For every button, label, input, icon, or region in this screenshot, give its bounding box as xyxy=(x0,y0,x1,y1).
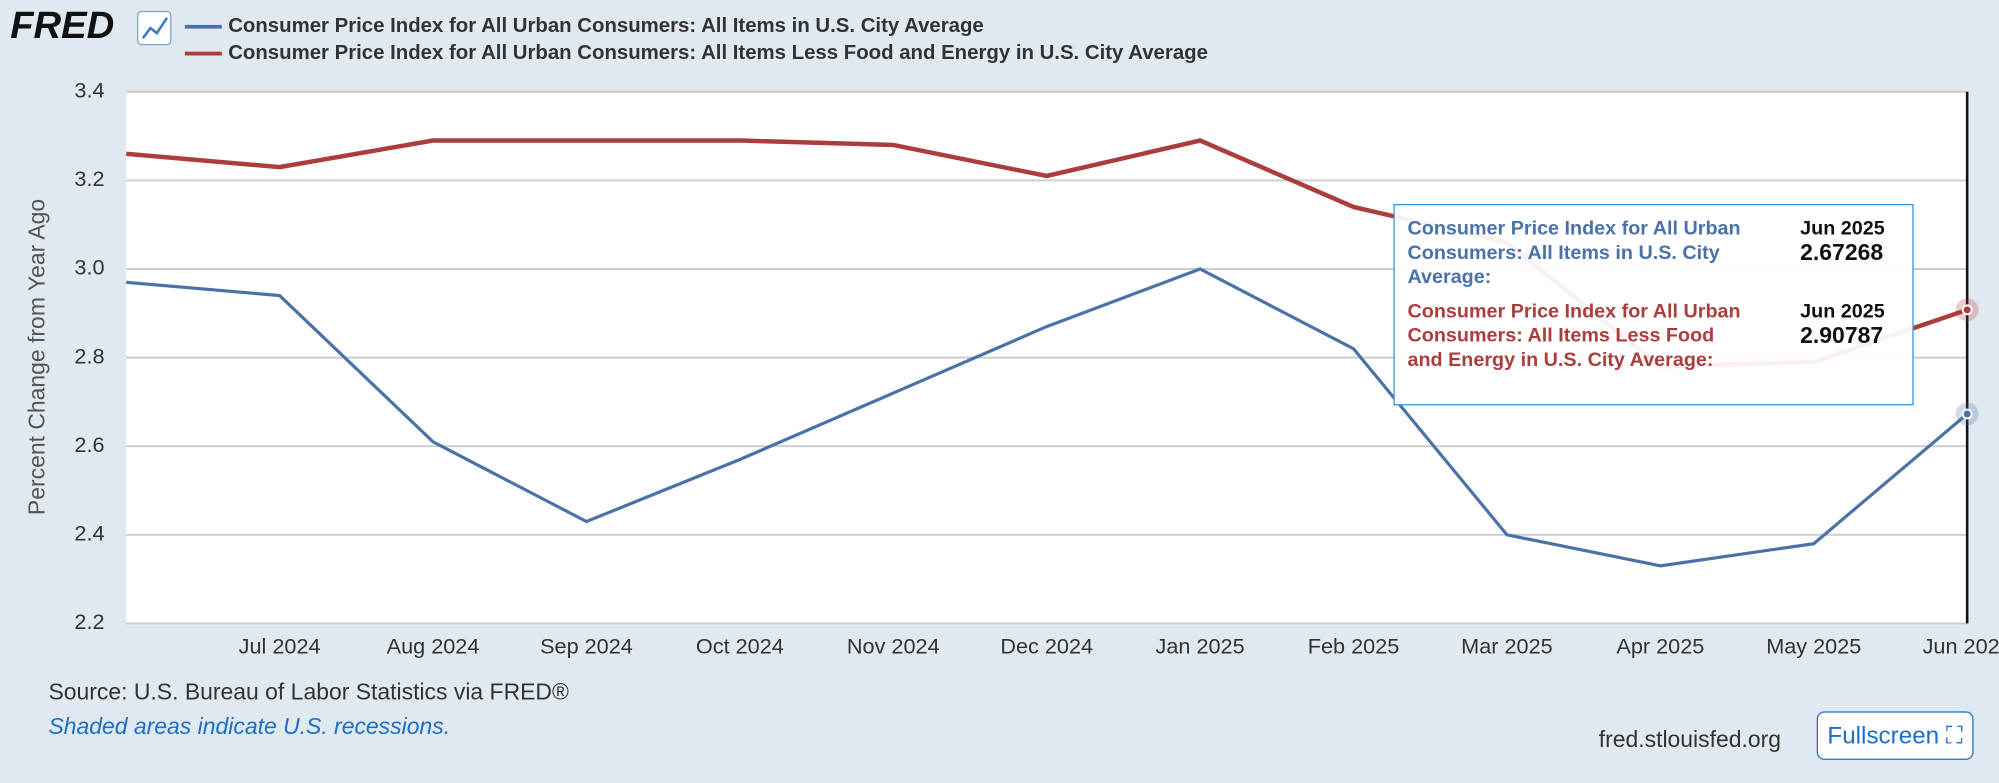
series-line xyxy=(126,267,1969,568)
legend-label: Consumer Price Index for All Urban Consu… xyxy=(228,42,1208,64)
x-tick-label: Mar 2025 xyxy=(1461,633,1553,658)
tooltip: Consumer Price Index for All Urban Consu… xyxy=(1393,203,1914,406)
x-tick-label: Dec 2024 xyxy=(1000,633,1093,658)
y-tick-label: 2.2 xyxy=(74,609,104,634)
hover-point xyxy=(1961,304,1973,316)
y-tick-label: 3.2 xyxy=(74,166,104,191)
fullscreen-button[interactable]: Fullscreen ⛶ xyxy=(1816,711,1974,760)
y-tick-label: 3.4 xyxy=(74,78,104,103)
x-tick-label: May 2025 xyxy=(1766,633,1861,658)
x-tick-label: Aug 2024 xyxy=(387,633,480,658)
y-tick-label: 2.8 xyxy=(74,343,104,368)
logo: FRED xyxy=(10,4,114,47)
y-tick-label: 2.4 xyxy=(74,521,104,546)
tooltip-values: Jun 2025 2.67268 xyxy=(1800,217,1902,290)
x-tick-label: Nov 2024 xyxy=(847,633,940,658)
tooltip-label: Consumer Price Index for All Urban Consu… xyxy=(1407,300,1741,371)
logo-icon-line xyxy=(141,17,169,40)
legend-label: Consumer Price Index for All Urban Consu… xyxy=(228,15,984,37)
x-tick-label: Jul 2024 xyxy=(239,633,321,658)
recession-note: Shaded areas indicate U.S. recessions. xyxy=(48,713,450,739)
tooltip-value: 2.67268 xyxy=(1800,239,1884,266)
y-tick-label: 3.0 xyxy=(74,255,104,280)
button-label[interactable]: Fullscreen xyxy=(1827,722,1940,750)
x-tick-label: Sep 2024 xyxy=(540,633,633,658)
x-tick-label: Oct 2024 xyxy=(696,633,784,658)
site-url: fred.stlouisfed.org xyxy=(1599,726,1781,752)
logo-icon xyxy=(137,10,172,46)
x-tick-label: Jun 2025 xyxy=(1923,633,1999,658)
tooltip-row: Consumer Price Index for All Urban Consu… xyxy=(1407,300,1902,373)
tooltip-label: Consumer Price Index for All Urban Consu… xyxy=(1407,218,1741,289)
x-tick-label: Feb 2025 xyxy=(1308,633,1400,658)
y-axis-label: Percent Change from Year Ago xyxy=(23,199,49,515)
source: Source: U.S. Bureau of Labor Statistics … xyxy=(48,679,569,705)
x-tick-label: Apr 2025 xyxy=(1616,633,1704,658)
tooltip-date: Jun 2025 xyxy=(1800,218,1885,240)
hover-point xyxy=(1961,408,1973,420)
tooltip-values: Jun 2025 2.90787 xyxy=(1800,300,1902,373)
y-tick-label: 2.6 xyxy=(74,432,104,457)
x-tick-label: Jan 2025 xyxy=(1156,633,1245,658)
tooltip-value: 2.90787 xyxy=(1800,322,1884,349)
tooltip-date: Jun 2025 xyxy=(1800,300,1885,323)
tooltip-row: Consumer Price Index for All Urban Consu… xyxy=(1407,217,1902,290)
